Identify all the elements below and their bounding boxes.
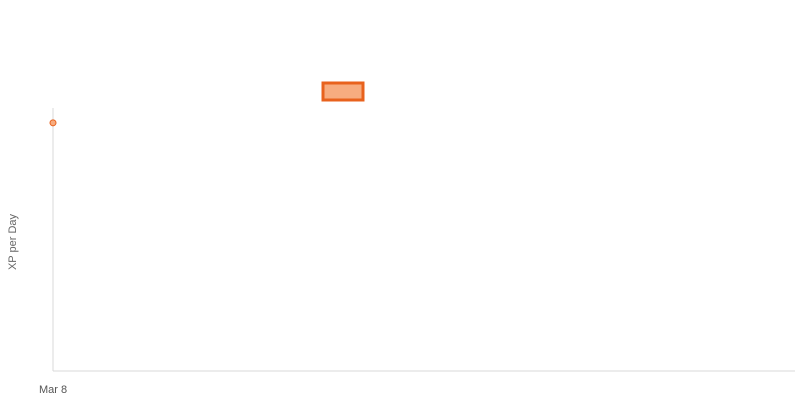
- x-tick-labels: Mar 8: [39, 384, 67, 396]
- legend[interactable]: [321, 81, 365, 102]
- data-point[interactable]: [49, 119, 57, 127]
- x-tick-label: Mar 8: [39, 384, 67, 396]
- y-axis-title: XP per Day: [7, 213, 19, 270]
- series: [49, 119, 57, 127]
- legend-marker[interactable]: [321, 81, 365, 102]
